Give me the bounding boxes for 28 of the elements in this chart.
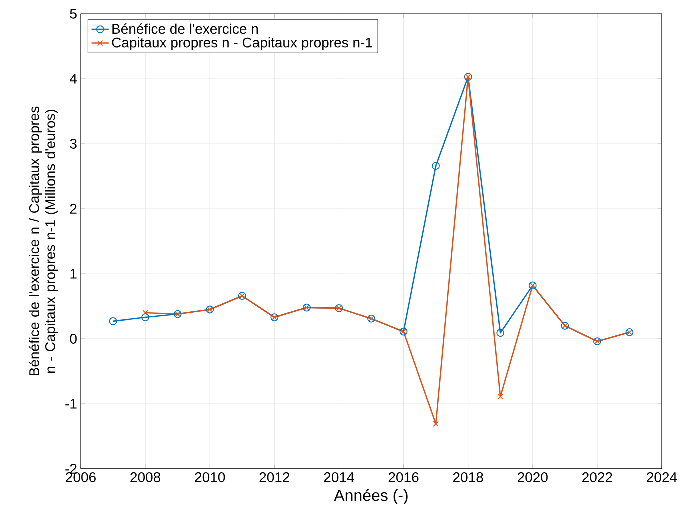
x-tick-label: 2014 [324,472,354,482]
y-tick-label: 4 [70,74,78,84]
point [432,162,440,170]
point [142,310,148,316]
x-tick-label: 2008 [130,472,161,482]
point [498,394,504,400]
y-axis-title: Bénéfice de l'exercice n / Capitaux propres n - Capitaux propres n-1 (Millions d'euros) [28,106,58,376]
y-tick-label: 5 [70,9,77,19]
legend-label: Capitaux propres n - Capitaux propres n-1 [112,37,372,51]
y-tick-label: -1 [66,399,77,409]
point [109,317,118,326]
x-tick-label: 2012 [260,472,290,482]
x-tick-label: 2024 [647,472,678,482]
legend-label: Bénéfice de l'exercice n [112,24,258,34]
x-axis-title: Années (-) [334,489,408,504]
y-tick-label: 0 [70,334,77,344]
y-tick-label: 3 [70,139,77,149]
x-tick-label: 2020 [518,472,548,482]
point [496,329,505,338]
x-tick-label: 2006 [66,472,96,482]
point [142,314,150,322]
y-tick-label: 2 [70,204,77,214]
point [433,421,439,428]
x-tick-label: 2010 [195,472,226,482]
x-tick-label: 2016 [388,472,419,482]
x-tick-label: 2018 [453,472,484,482]
x-tick-label: 2022 [582,472,612,482]
y-tick-label: 1 [70,269,77,279]
